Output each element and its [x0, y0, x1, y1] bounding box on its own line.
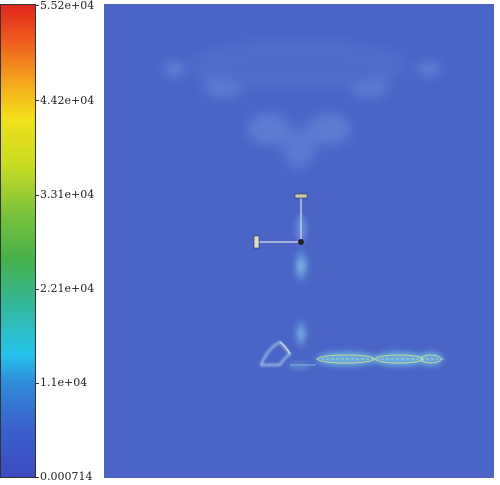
bottom-band — [259, 341, 444, 369]
tick-label-min: 0.000714 — [40, 470, 93, 483]
beam-glow-upper — [292, 246, 310, 286]
tick-label: 3.31e+04 — [40, 188, 95, 201]
colorbar-gradient — [1, 5, 35, 477]
tick-mark — [36, 195, 39, 196]
tick-mark — [36, 477, 39, 478]
structure — [253, 193, 308, 249]
tick-mark — [36, 383, 39, 384]
beam-glow-lower — [294, 316, 308, 352]
tick-label: 2.21e+04 — [40, 282, 95, 295]
tick-mark — [36, 100, 39, 101]
contour-field — [104, 4, 494, 478]
colorbar — [0, 4, 36, 478]
tick-mark — [36, 289, 39, 290]
tick-mark — [36, 5, 39, 6]
tick-label: 4.42e+04 — [40, 94, 95, 107]
field-plot — [104, 4, 494, 478]
wake-pattern — [164, 39, 439, 169]
tick-label: 1.1e+04 — [40, 376, 88, 389]
tick-label-max: 5.52e+04 — [40, 0, 95, 12]
